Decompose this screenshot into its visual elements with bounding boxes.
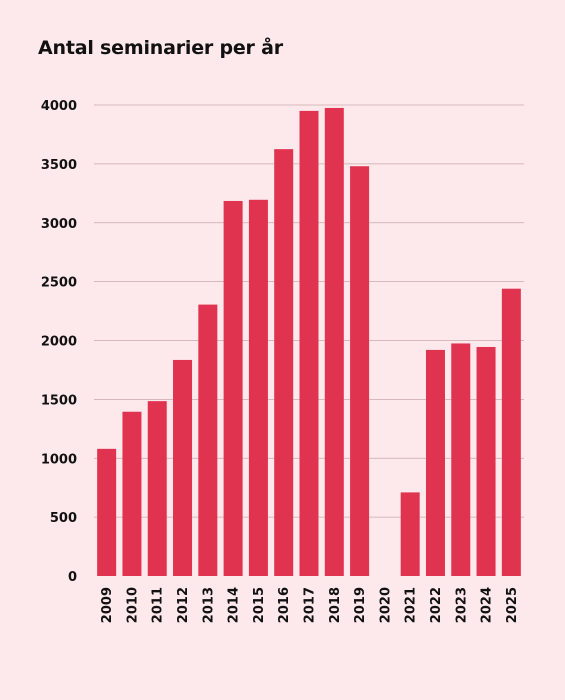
- bar-2009: [97, 448, 117, 576]
- x-tick-label: 2023: [454, 587, 469, 623]
- y-tick-label: 0: [68, 570, 77, 585]
- x-tick-label: 2014: [227, 587, 242, 623]
- x-tick-label: 2013: [201, 587, 216, 623]
- x-tick-label: 2016: [277, 587, 292, 623]
- bar-2011: [147, 401, 167, 576]
- bar-2022: [425, 349, 445, 576]
- x-tick-label: 2015: [252, 587, 267, 623]
- bar-2015: [248, 199, 268, 576]
- x-tick-label: 2017: [303, 587, 318, 623]
- bar-2021: [400, 492, 420, 576]
- x-tick-label: 2009: [100, 587, 115, 623]
- y-tick-label: 500: [50, 511, 77, 526]
- bar-2013: [198, 304, 218, 576]
- bar-2010: [122, 411, 142, 576]
- bar-2014: [223, 200, 243, 576]
- bar-2016: [274, 149, 294, 576]
- x-tick-label: 2024: [480, 587, 495, 623]
- bar-2017: [299, 110, 319, 576]
- bar-2025: [501, 288, 521, 576]
- bars: [97, 107, 521, 577]
- y-axis-ticks: 0 500 1000 1500 2000 2500 3000 3500 4000: [41, 99, 77, 585]
- bar-2018: [324, 107, 344, 576]
- x-tick-label: 2011: [151, 587, 166, 623]
- y-tick-label: 1500: [41, 393, 77, 408]
- bar-2024: [476, 346, 496, 576]
- y-tick-label: 2000: [41, 335, 77, 350]
- x-tick-label: 2022: [429, 587, 444, 623]
- y-tick-label: 4000: [41, 99, 77, 114]
- chart-title: Antal seminarier per år: [38, 37, 283, 59]
- y-tick-label: 3500: [41, 158, 77, 173]
- x-axis-ticks: 2009 2010 2011 2012 2013 2014 2015 2016 2017 2018…: [100, 587, 520, 623]
- x-tick-label: 2025: [505, 587, 520, 623]
- bar-2019: [350, 166, 370, 577]
- x-tick-label: 2010: [125, 587, 140, 623]
- y-tick-label: 2500: [41, 276, 77, 291]
- x-tick-label: 2021: [404, 587, 419, 623]
- y-tick-label: 1000: [41, 452, 77, 467]
- x-tick-label: 2018: [328, 587, 343, 623]
- x-tick-label: 2019: [353, 587, 368, 623]
- x-tick-label: 2012: [176, 587, 191, 623]
- bar-2012: [173, 359, 193, 576]
- bar-2023: [451, 343, 471, 576]
- x-tick-label: 2020: [378, 587, 393, 623]
- y-tick-label: 3000: [41, 217, 77, 232]
